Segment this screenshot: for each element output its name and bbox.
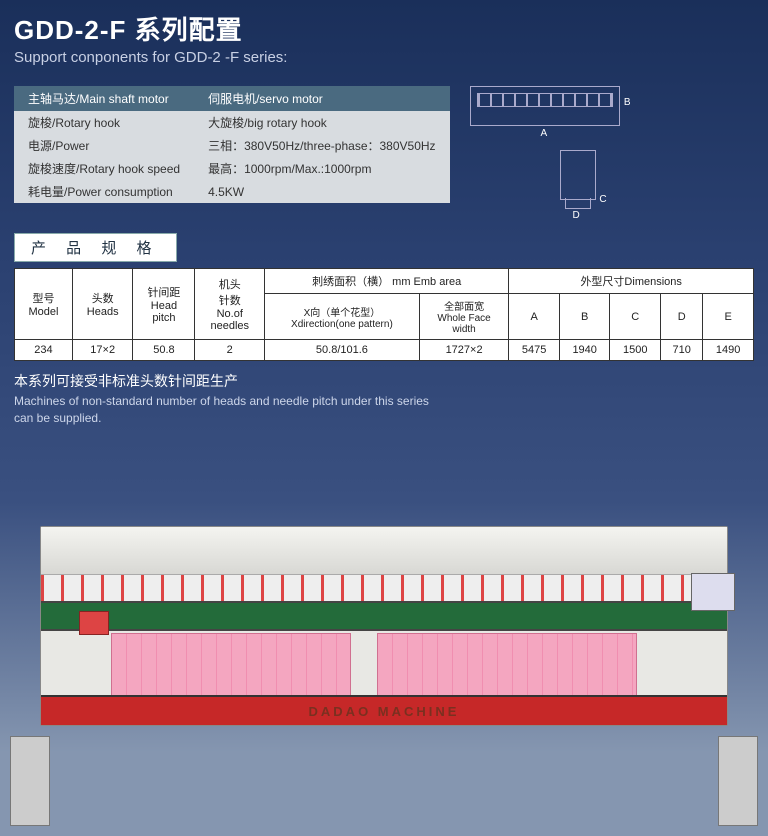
cfg-label: 旋梭速度/Rotary hook speed <box>14 157 194 180</box>
spec-heading: 产 品 规 格 <box>14 233 177 262</box>
td-c: 1500 <box>610 340 661 361</box>
td-xdir: 50.8/101.6 <box>265 340 420 361</box>
machine-leg-right <box>718 736 758 826</box>
machine-brand-text: DADAO MACHINE <box>41 697 727 727</box>
th-dimensions: 外型尺寸Dimensions <box>509 269 754 294</box>
diagram-side-icon: D C <box>560 150 596 200</box>
cfg-value: 最高：1000rpm/Max.:1000rpm <box>194 157 449 180</box>
config-table: 主轴马达/Main shaft motor 伺服电机/servo motor 旋… <box>14 86 450 203</box>
dimension-diagrams: A B D C <box>460 86 754 203</box>
th-whole: 全部面宽Whole Facewidth <box>419 294 509 340</box>
header: GDD-2-F 系列配置 Support conponents for GDD-… <box>0 0 768 70</box>
spec-table: 型号Model 头数Heads 针间距Headpitch 机头针数No.ofne… <box>14 268 754 361</box>
th-needles: 机头针数No.ofneedles <box>195 269 265 340</box>
th-heads: 头数Heads <box>72 269 132 340</box>
th-a: A <box>509 294 560 340</box>
config-header-left: 主轴马达/Main shaft motor <box>14 86 194 111</box>
cfg-value: 大旋梭/big rotary hook <box>194 111 449 134</box>
machine-mid-bar <box>41 601 727 631</box>
td-e: 1490 <box>703 340 754 361</box>
cfg-value: 三相：380V50Hz/three-phase：380V50Hz <box>194 134 449 157</box>
machine-base: DADAO MACHINE <box>41 695 727 725</box>
td-model: 234 <box>15 340 73 361</box>
td-a: 5475 <box>509 340 560 361</box>
machine-top <box>41 527 727 575</box>
diag-label-a: A <box>541 128 548 139</box>
machine-illustration: DADAO MACHINE <box>10 506 758 826</box>
td-heads: 17×2 <box>72 340 132 361</box>
config-header-right: 伺服电机/servo motor <box>194 86 449 111</box>
th-emb-area: 刺绣面积（横） mm Emb area <box>265 269 509 294</box>
spec-row: 234 17×2 50.8 2 50.8/101.6 1727×2 5475 1… <box>15 340 754 361</box>
td-d: 710 <box>661 340 703 361</box>
cfg-label: 旋梭/Rotary hook <box>14 111 194 134</box>
td-whole: 1727×2 <box>419 340 509 361</box>
config-section: 主轴马达/Main shaft motor 伺服电机/servo motor 旋… <box>14 86 754 203</box>
diagram-front-icon: A B <box>470 86 620 126</box>
title-cn: GDD-2-F 系列配置 <box>14 10 754 47</box>
td-b: 1940 <box>559 340 610 361</box>
diag-label-d: D <box>573 210 580 221</box>
th-xdir: X向（单个花型）Xdirection(one pattern) <box>265 294 420 340</box>
diag-label-c: C <box>599 194 606 205</box>
cfg-value: 4.5KW <box>194 180 449 203</box>
title-en: Support conponents for GDD-2 -F series: <box>14 49 754 66</box>
td-pitch: 50.8 <box>133 340 195 361</box>
machine-body: DADAO MACHINE <box>40 526 728 726</box>
note-cn: 本系列可接受非标准头数针间距生产 <box>14 371 768 391</box>
td-needles: 2 <box>195 340 265 361</box>
machine-logo-box <box>79 611 109 635</box>
machine-leg-left <box>10 736 50 826</box>
th-pitch: 针间距Headpitch <box>133 269 195 340</box>
machine-heads <box>41 575 727 601</box>
diag-label-b: B <box>624 97 631 108</box>
th-c: C <box>610 294 661 340</box>
th-e: E <box>703 294 754 340</box>
note-en: Machines of non-standard number of heads… <box>14 393 434 427</box>
th-d: D <box>661 294 703 340</box>
cfg-label: 电源/Power <box>14 134 194 157</box>
th-b: B <box>559 294 610 340</box>
th-model: 型号Model <box>15 269 73 340</box>
cfg-label: 耗电量/Power consumption <box>14 180 194 203</box>
machine-panel <box>691 573 735 611</box>
